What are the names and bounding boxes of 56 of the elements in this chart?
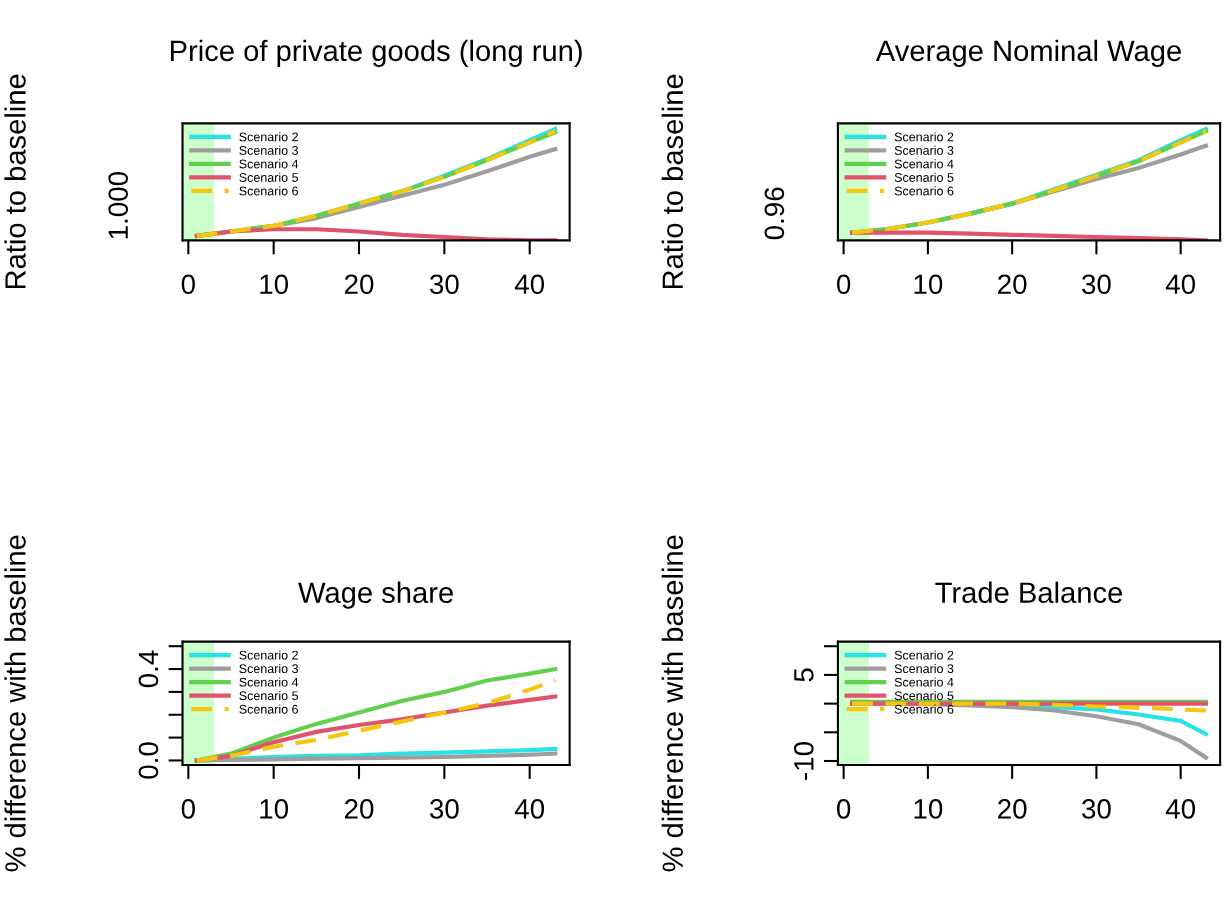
y-tick-label: 0.0 bbox=[138, 742, 159, 779]
chart-title: Price of private goods (long run) bbox=[170, 39, 582, 67]
x-tick-label: 40 bbox=[1165, 799, 1196, 819]
x-tick-label: 20 bbox=[998, 274, 1027, 295]
legend-label: Scenario 3 bbox=[239, 145, 298, 155]
x-tick-label: 0 bbox=[181, 799, 195, 819]
y-axis-title: % difference with baseline bbox=[4, 535, 26, 872]
x-tick-label: 0 bbox=[836, 799, 851, 819]
legend-label: Scenario 6 bbox=[894, 186, 954, 196]
chart-title: Trade Balance bbox=[935, 581, 1123, 604]
legend-label: Scenario 2 bbox=[894, 132, 954, 142]
legend-label: Scenario 2 bbox=[894, 650, 954, 660]
legend-label: Scenario 3 bbox=[239, 663, 298, 674]
x-tick-label: 20 bbox=[344, 799, 374, 819]
y-axis-title: Ratio to baseline bbox=[4, 74, 26, 289]
line-series bbox=[849, 701, 1209, 713]
y-axis-title: % difference with baseline bbox=[661, 535, 684, 872]
x-tick-label: 40 bbox=[514, 799, 545, 819]
x-tick-label: 10 bbox=[260, 274, 289, 295]
y-tick-label: 0.4 bbox=[138, 650, 159, 688]
legend-label: Scenario 6 bbox=[894, 704, 954, 714]
text: 0.96 bbox=[764, 187, 785, 240]
legend-label: Scenario 4 bbox=[894, 159, 954, 169]
legend-label: Scenario 3 bbox=[894, 663, 954, 674]
x-tick-label: 0 bbox=[181, 274, 195, 295]
y-axis-title: Ratio to baseline bbox=[661, 74, 684, 289]
legend-label: Scenario 4 bbox=[239, 677, 299, 687]
x-tick-label: 30 bbox=[429, 274, 459, 295]
text: 1.000 bbox=[108, 171, 129, 239]
chart-title: Wage share bbox=[298, 581, 453, 609]
line-series bbox=[194, 751, 558, 763]
legend-label: Scenario 5 bbox=[239, 172, 299, 182]
legend-label: Scenario 5 bbox=[239, 690, 299, 701]
x-tick-label: 20 bbox=[998, 799, 1027, 819]
x-tick-label: 40 bbox=[514, 274, 545, 295]
x-tick-label: 20 bbox=[344, 274, 374, 295]
x-tick-label: 30 bbox=[1082, 799, 1111, 819]
legend-label: Scenario 4 bbox=[239, 159, 299, 169]
x-tick-label: 10 bbox=[914, 274, 943, 295]
legend-label: Scenario 2 bbox=[239, 132, 298, 142]
chart-title: Average Nominal Wage bbox=[875, 39, 1181, 67]
x-tick-label: 30 bbox=[429, 799, 459, 819]
x-tick-label: 30 bbox=[1082, 274, 1111, 295]
legend-label: Scenario 6 bbox=[239, 704, 298, 714]
x-tick-label: 0 bbox=[836, 274, 851, 295]
legend-label: Scenario 3 bbox=[894, 145, 954, 155]
legend-label: Scenario 2 bbox=[239, 650, 298, 660]
legend-label: Scenario 4 bbox=[894, 677, 954, 687]
x-tick-label: 10 bbox=[914, 799, 943, 819]
y-tick-label: -10 bbox=[793, 742, 814, 780]
x-tick-label: 10 bbox=[260, 799, 289, 819]
legend-label: Scenario 6 bbox=[239, 186, 298, 196]
legend-label: Scenario 5 bbox=[894, 690, 954, 701]
x-tick-label: 40 bbox=[1165, 274, 1196, 295]
legend-label: Scenario 5 bbox=[894, 172, 954, 182]
y-tick-label: 5 bbox=[794, 668, 814, 682]
